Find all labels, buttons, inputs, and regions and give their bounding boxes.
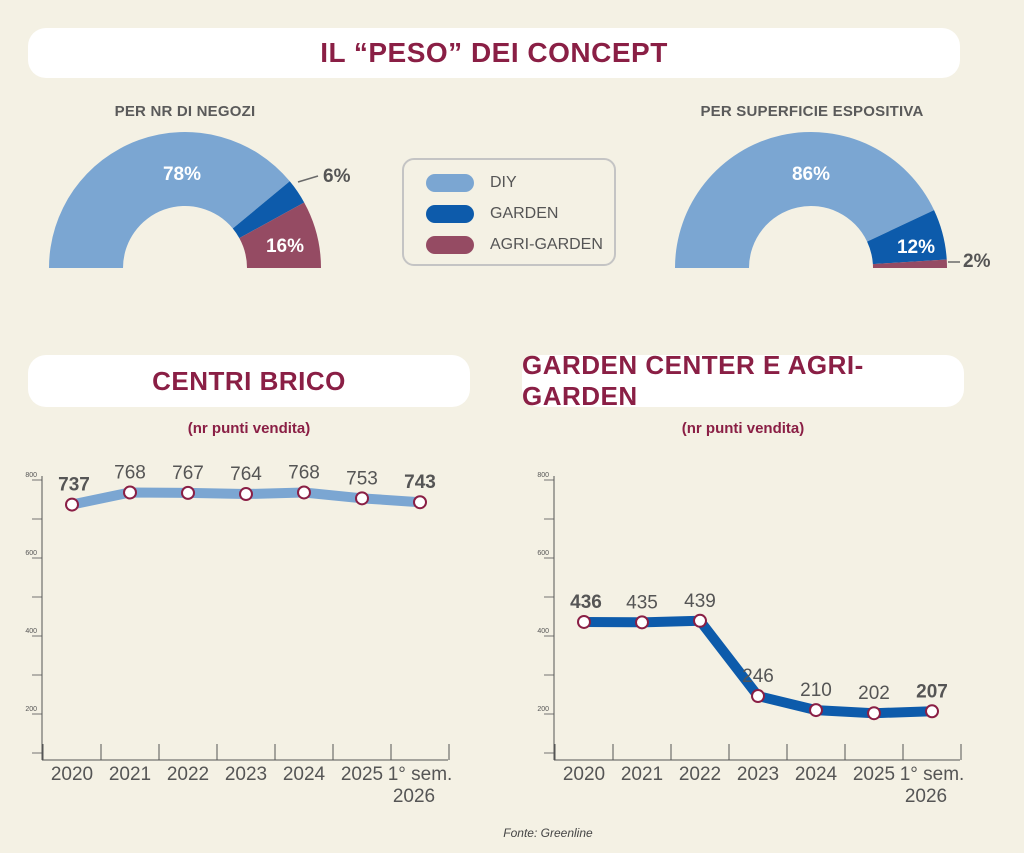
- legend-label-diy: DIY: [490, 174, 517, 191]
- legend-item-diy: DIY: [426, 174, 517, 192]
- garden-point: [809, 703, 823, 718]
- donut-stores-leader-line: [297, 175, 319, 183]
- garden-point: [635, 615, 649, 630]
- donut-area-label-garden: 12%: [897, 237, 935, 258]
- garden-value-label: 202: [858, 683, 890, 704]
- garden-value-label: 436: [570, 592, 602, 613]
- brico-x-label: 2021: [109, 764, 151, 785]
- brico-value-label: 737: [58, 475, 90, 496]
- brico-value-label: 768: [114, 462, 146, 483]
- garden-x-label: 2023: [737, 764, 779, 785]
- donut-chart-area: 86% 12% 2%: [675, 132, 991, 272]
- line-chart-garden-center: 200 400 600 800 2020 2021 2022 2023 2024 2025 1° s…: [537, 472, 965, 807]
- garden-value-label: 439: [684, 591, 716, 612]
- legend-swatch-agri-garden: [426, 236, 474, 254]
- garden-point: [867, 706, 881, 721]
- donut-area-slice-garden: [867, 210, 947, 265]
- chart-subtitle-brico: (nr punti vendita): [187, 420, 311, 437]
- garden-y-tick-label: 200: [537, 706, 549, 713]
- garden-point: [751, 689, 765, 704]
- brico-x-label: 2023: [225, 764, 267, 785]
- legend-item-garden: GARDEN: [426, 205, 558, 223]
- brico-point: [123, 485, 137, 500]
- brico-x-label: 2022: [167, 764, 209, 785]
- garden-value-label: 246: [742, 666, 774, 687]
- garden-x-label-line2: 2026: [905, 786, 947, 807]
- legend-swatch-garden: [426, 205, 474, 223]
- brico-x-label: 2024: [283, 764, 326, 785]
- brico-point: [65, 497, 79, 512]
- legend-label-agri-garden: AGRI-GARDEN: [490, 236, 603, 253]
- garden-x-label: 2022: [679, 764, 721, 785]
- garden-point: [693, 613, 707, 628]
- page-title: IL “PESO” DEI CONCEPT: [28, 28, 960, 78]
- garden-x-label: 2025: [853, 764, 895, 785]
- brico-x-label: 2025: [341, 764, 383, 785]
- garden-y-tick-label: 400: [537, 628, 549, 635]
- donut-stores-label-diy: 78%: [163, 164, 201, 185]
- donut-area-label-agri-garden: 2%: [963, 251, 991, 272]
- brico-x-label-line2: 2026: [393, 786, 435, 807]
- garden-y-tick-label: 600: [537, 550, 549, 557]
- brico-y-tick-label: 600: [25, 550, 37, 557]
- garden-point: [925, 704, 939, 719]
- chart-subtitle-garden: (nr punti vendita): [681, 420, 805, 437]
- brico-y-tick-label: 200: [25, 706, 37, 713]
- garden-x-label: 2021: [621, 764, 663, 785]
- legend-swatch-diy: [426, 174, 474, 192]
- donut-stores-slice-diy: [49, 132, 290, 268]
- garden-x-label: 1° sem.: [900, 764, 965, 785]
- garden-point: [577, 614, 591, 629]
- donut-area-slice-agri-garden: [872, 259, 947, 268]
- donut-left-title: PER NR DI NEGOZI: [114, 103, 256, 120]
- brico-x-label: 1° sem.: [388, 764, 453, 785]
- legend-item-agri-garden: AGRI-GARDEN: [426, 236, 603, 254]
- source-note: Fonte: Greenline: [503, 826, 593, 840]
- donut-area-label-diy: 86%: [792, 164, 830, 185]
- brico-y-tick-label: 400: [25, 628, 37, 635]
- brico-value-label: 767: [172, 463, 204, 484]
- legend: DIY GARDEN AGRI-GARDEN: [402, 158, 616, 266]
- brico-point: [355, 491, 369, 506]
- donut-stores-slice-garden: [232, 181, 305, 239]
- garden-value-label: 207: [916, 681, 948, 702]
- garden-x-label: 2020: [563, 764, 605, 785]
- brico-point: [181, 485, 195, 500]
- donut-area-slice-diy: [675, 132, 935, 268]
- donut-chart-stores: 78% 6% 16%: [49, 132, 351, 268]
- brico-value-label: 743: [404, 472, 436, 493]
- chart-title-centri-brico: CENTRI BRICO: [28, 355, 470, 407]
- donut-stores-label-agri-garden: 16%: [266, 236, 304, 257]
- donut-right-title: PER SUPERFICIE ESPOSITIVA: [700, 103, 924, 120]
- legend-label-garden: GARDEN: [490, 205, 559, 222]
- brico-value-label: 753: [346, 468, 378, 489]
- brico-y-tick-label: 800: [25, 472, 37, 479]
- line-chart-centri-brico: 200 400 600 800 2020 2021 2022 2023 2024 2025 1° s…: [25, 462, 453, 807]
- donut-stores-slice-agri-garden: [239, 202, 321, 268]
- brico-value-label: 768: [288, 462, 320, 483]
- donut-stores-label-garden: 6%: [323, 166, 351, 187]
- garden-x-label: 2024: [795, 764, 838, 785]
- chart-title-garden-center: GARDEN CENTER E AGRI-GARDEN: [522, 350, 964, 411]
- brico-x-label: 2020: [51, 764, 93, 785]
- brico-point: [413, 495, 427, 510]
- garden-y-tick-label: 800: [537, 472, 549, 479]
- brico-point: [239, 487, 253, 502]
- garden-value-label: 210: [800, 680, 832, 701]
- garden-value-label: 435: [626, 592, 658, 613]
- brico-value-label: 764: [230, 464, 262, 485]
- brico-point: [297, 485, 311, 500]
